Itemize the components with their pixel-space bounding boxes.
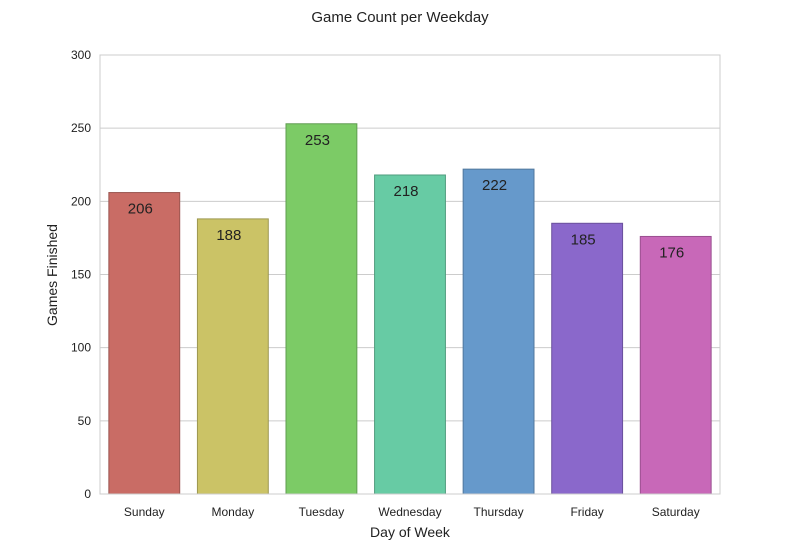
bar-value-label: 188 xyxy=(216,227,241,244)
bar-wednesday xyxy=(374,174,446,495)
bar-sunday xyxy=(108,192,181,495)
chart-title: Game Count per Weekday xyxy=(311,9,489,26)
y-tick-label: 300 xyxy=(71,48,91,62)
x-tick-label: Wednesday xyxy=(378,505,441,519)
bar-value-label: 176 xyxy=(659,244,684,261)
bar-value-label: 218 xyxy=(393,183,418,200)
y-tick-label: 100 xyxy=(71,341,91,355)
x-tick-label: Saturday xyxy=(652,505,700,519)
plot-frame xyxy=(99,54,721,495)
bar-value-label: 222 xyxy=(482,177,507,194)
bars xyxy=(108,123,712,495)
bar-saturday xyxy=(639,235,712,495)
bar-value-labels: 206 188 253 218 222 185 176 xyxy=(128,132,684,262)
y-axis-ticks: 0 50 100 150 200 250 300 xyxy=(71,48,91,501)
y-tick-label: 250 xyxy=(71,121,91,135)
x-axis-ticks: Sunday Monday Tuesday Wednesday Thursday Frid… xyxy=(124,505,700,519)
bar-monday xyxy=(196,218,269,495)
y-tick-label: 150 xyxy=(71,268,91,282)
x-tick-label: Tuesday xyxy=(299,505,345,519)
x-tick-label: Monday xyxy=(212,505,255,519)
bar-value-label: 185 xyxy=(571,231,596,248)
x-tick-label: Friday xyxy=(570,505,603,519)
bar-value-label: 206 xyxy=(128,201,153,218)
x-tick-label: Thursday xyxy=(474,505,524,519)
y-tick-label: 200 xyxy=(71,194,91,208)
y-axis-title: Games Finished xyxy=(44,224,60,326)
bar-tuesday xyxy=(285,123,358,495)
y-tick-label: 50 xyxy=(78,414,92,428)
bar-thursday xyxy=(462,168,535,495)
x-tick-label: Sunday xyxy=(124,505,165,519)
bar-friday xyxy=(551,222,624,495)
y-tick-label: 0 xyxy=(84,487,91,501)
x-axis-title: Day of Week xyxy=(370,524,451,540)
bar-value-label: 253 xyxy=(305,132,330,149)
